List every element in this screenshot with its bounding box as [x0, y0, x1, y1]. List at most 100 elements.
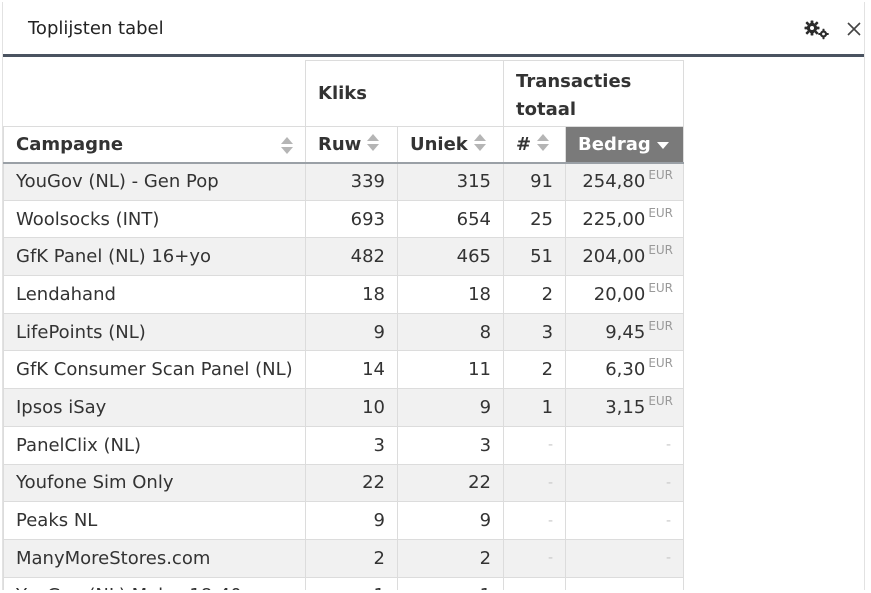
table-row[interactable]: Ipsos iSay 10 9 1 3,15 EUR: [3, 388, 685, 427]
cell-bedrag: -: [565, 576, 685, 590]
table-row[interactable]: ManyMoreStores.com 2 2- -: [3, 538, 685, 578]
table-row[interactable]: GfK Panel (NL) 16+yo 482 465 51 204,00 EUR: [3, 237, 685, 277]
cell-uniek: 18: [396, 275, 505, 314]
cell-uniek: 11: [396, 350, 505, 390]
cell-campagne: PanelClix (NL): [3, 425, 306, 465]
cell-campagne: ManyMoreStores.com: [3, 538, 306, 578]
currency-label: EUR: [648, 243, 674, 258]
table-row[interactable]: YouGov (NL) - Gen Pop 339 315 91 254,80 EUR: [3, 162, 685, 201]
table-row[interactable]: Peaks NL 9 9- -: [3, 501, 685, 540]
cell-count: 51: [503, 237, 567, 277]
cell-bedrag: 204,00 EUR: [565, 237, 685, 277]
cell-ruw: 9: [305, 312, 398, 352]
cell-bedrag: 20,00 EUR: [565, 275, 685, 314]
column-label-ruw: Ruw: [318, 133, 362, 155]
cell-count: -: [503, 425, 567, 465]
cell-ruw: 22: [305, 463, 398, 503]
group-header-transacties: Transacties totaal: [503, 60, 685, 127]
cell-uniek: 3: [396, 425, 505, 465]
widget-header: Toplijsten tabel: [3, 2, 865, 57]
table-row[interactable]: LifePoints (NL) 9 8 3 9,45 EUR: [3, 312, 685, 352]
amount-value: 225,00: [582, 208, 646, 230]
cell-uniek: 9: [396, 388, 505, 427]
widget-title: Toplijsten tabel: [28, 18, 164, 39]
header-spacer: [3, 60, 306, 127]
cell-bedrag: -: [565, 425, 685, 465]
cell-campagne: YouGov (NL) Males 18-40yo: [3, 576, 306, 590]
cell-count: 3: [503, 312, 567, 352]
cell-count: -: [503, 538, 567, 578]
currency-label: EUR: [648, 280, 674, 295]
cell-ruw: 9: [305, 501, 398, 540]
table-row[interactable]: Lendahand 18 18 2 20,00 EUR: [3, 275, 685, 314]
cell-bedrag: -: [565, 501, 685, 540]
cell-uniek: 8: [396, 312, 505, 352]
column-header-count[interactable]: #: [503, 126, 567, 164]
cell-count: 1: [503, 388, 567, 427]
cell-uniek: 22: [396, 463, 505, 503]
cell-uniek: 2: [396, 538, 505, 578]
cell-ruw: 10: [305, 388, 398, 427]
cell-campagne: GfK Panel (NL) 16+yo: [3, 237, 306, 277]
cell-campagne: YouGov (NL) - Gen Pop: [3, 162, 306, 201]
column-header-bedrag[interactable]: Bedrag: [565, 126, 685, 164]
currency-label: EUR: [648, 205, 674, 220]
sort-icon[interactable]: [367, 133, 380, 152]
amount-value: 20,00: [593, 283, 646, 305]
group-header-kliks: Kliks: [304, 60, 505, 127]
table-row[interactable]: Youfone Sim Only 22 22- -: [3, 463, 685, 503]
cell-ruw: 14: [305, 350, 398, 390]
cell-uniek: 654: [396, 199, 505, 239]
sort-desc-icon[interactable]: [656, 142, 669, 150]
cell-count: 2: [503, 350, 567, 390]
table-row[interactable]: Woolsocks (INT) 693 654 25 225,00 EUR: [3, 199, 685, 239]
currency-label: EUR: [648, 356, 674, 371]
toplist-table: Kliks Transacties totaal Campagne Ruw Un…: [3, 60, 685, 590]
cell-ruw: 1: [305, 576, 398, 590]
cell-ruw: 18: [305, 275, 398, 314]
amount-value: 9,45: [605, 321, 646, 343]
currency-label: EUR: [648, 168, 674, 183]
group-header-transacties-label: Transacties totaal: [516, 70, 632, 120]
cell-ruw: 339: [305, 162, 398, 201]
cell-count: -: [503, 501, 567, 540]
cell-bedrag: 9,45 EUR: [565, 312, 685, 352]
cell-campagne: GfK Consumer Scan Panel (NL): [3, 350, 306, 390]
table-row[interactable]: PanelClix (NL) 3 3- -: [3, 425, 685, 465]
sort-icon[interactable]: [537, 133, 550, 152]
column-header-uniek[interactable]: Uniek: [396, 126, 505, 164]
close-icon[interactable]: [843, 18, 865, 40]
column-label-bedrag: Bedrag: [578, 133, 651, 155]
column-header-ruw[interactable]: Ruw: [305, 126, 398, 164]
table-container: Kliks Transacties totaal Campagne Ruw Un…: [3, 60, 864, 590]
column-label-campagne: Campagne: [16, 133, 124, 155]
cell-bedrag: 225,00 EUR: [565, 199, 685, 239]
sort-icon[interactable]: [473, 133, 486, 152]
table-row[interactable]: YouGov (NL) Males 18-40yo11--: [3, 576, 685, 590]
cell-bedrag: 6,30 EUR: [565, 350, 685, 390]
cell-count: -: [503, 576, 567, 590]
gears-icon[interactable]: [802, 19, 832, 41]
table-row[interactable]: GfK Consumer Scan Panel (NL) 14 11 2 6,30 EUR: [3, 350, 685, 390]
sort-icon[interactable]: [281, 137, 293, 155]
cell-count: 25: [503, 199, 567, 239]
amount-value: 254,80: [582, 171, 646, 193]
cell-campagne: Woolsocks (INT): [3, 199, 306, 239]
cell-bedrag: 254,80 EUR: [565, 162, 685, 201]
column-label-count: #: [516, 133, 532, 155]
amount-value: 3,15: [605, 396, 646, 418]
cell-campagne: Ipsos iSay: [3, 388, 306, 427]
column-header-campagne[interactable]: Campagne: [3, 126, 306, 164]
cell-campagne: Peaks NL: [3, 501, 306, 540]
currency-label: EUR: [648, 318, 674, 333]
table-body: YouGov (NL) - Gen Pop 339 315 91 254,80 EUR Wo…: [3, 162, 685, 590]
cell-bedrag: -: [565, 538, 685, 578]
cell-ruw: 482: [305, 237, 398, 277]
cell-bedrag: -: [565, 463, 685, 503]
cell-uniek: 1: [396, 576, 505, 590]
cell-campagne: LifePoints (NL): [3, 312, 306, 352]
cell-uniek: 9: [396, 501, 505, 540]
amount-value: 204,00: [582, 246, 646, 268]
cell-count: 91: [503, 162, 567, 201]
currency-label: EUR: [648, 393, 674, 408]
